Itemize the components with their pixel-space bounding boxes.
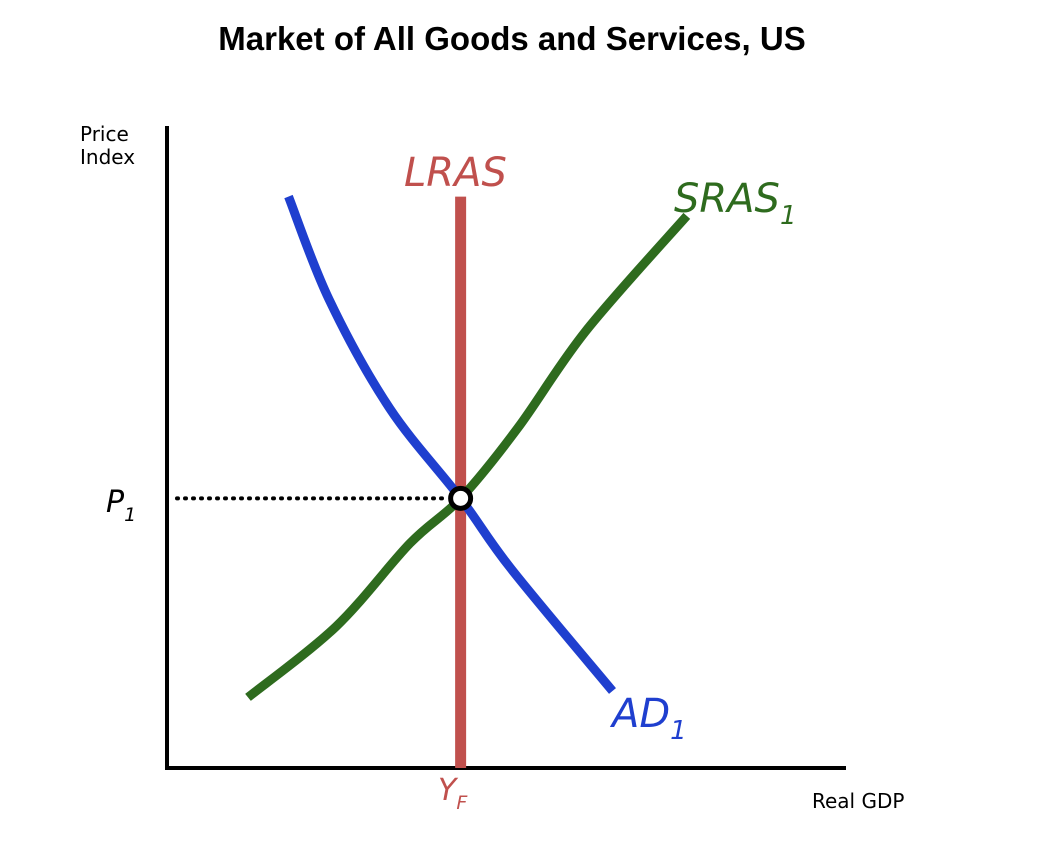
lras-label: LRAS bbox=[404, 150, 507, 196]
y-axis-label-line2: Index bbox=[80, 145, 135, 169]
series-ad1-line bbox=[284, 194, 616, 694]
chart-title: Market of All Goods and Services, US bbox=[218, 20, 805, 57]
x-axis-label: Real GDP bbox=[812, 789, 904, 813]
equilibrium-point bbox=[448, 485, 474, 511]
y-tick-p1: P1 bbox=[106, 485, 136, 526]
sras1-label: SRAS1 bbox=[674, 176, 796, 231]
series-lines bbox=[245, 194, 691, 768]
ad1-label: AD1 bbox=[609, 691, 687, 746]
series-sras1-line bbox=[245, 212, 691, 701]
x-tick-yf: YF bbox=[438, 773, 468, 814]
y-axis-label-line1: Price bbox=[80, 122, 129, 146]
